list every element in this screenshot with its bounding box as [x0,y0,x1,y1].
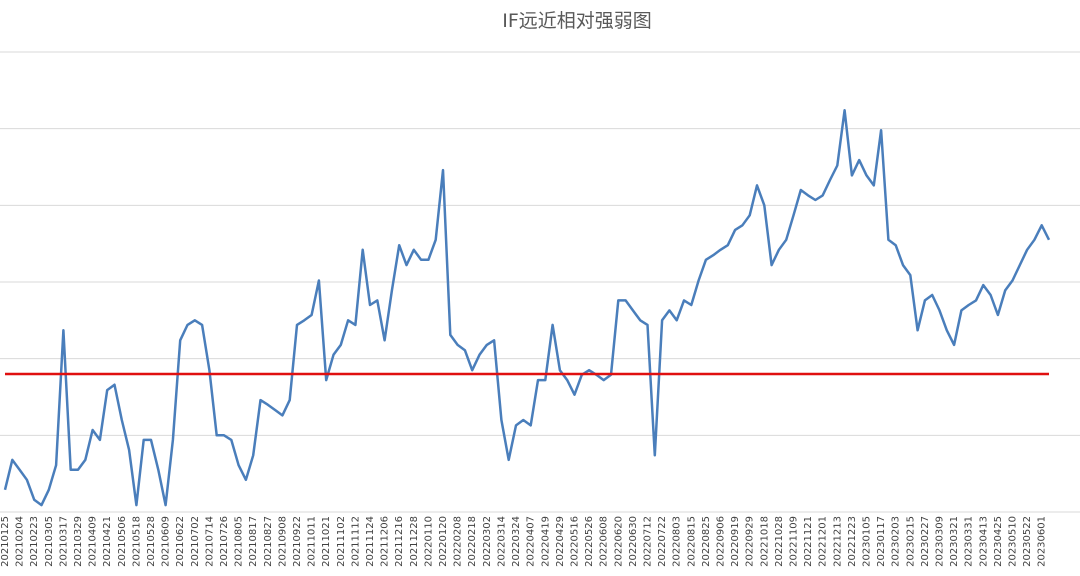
x-tick-label: 20221028 [774,516,785,567]
x-tick-label: 20220712 [642,516,653,567]
x-tick-label: 20210908 [277,516,288,567]
x-tick-label: 20230601 [1037,516,1048,567]
x-tick-label: 20220516 [569,516,580,567]
x-tick-label: 20211021 [321,516,332,567]
x-tick-label: 20220630 [628,516,639,567]
x-tick-label: 20211102 [336,516,347,567]
x-tick-label: 20211011 [307,516,318,567]
x-tick-label: 20220803 [672,516,683,567]
x-tick-label: 20230215 [905,516,916,567]
x-tick-label: 20210805 [234,516,245,567]
x-tick-label: 20230117 [876,516,887,567]
x-tick-label: 20220919 [730,516,741,567]
x-tick-label: 20220608 [599,516,610,567]
x-tick-label: 20220419 [540,516,551,567]
x-tick-label: 20220526 [584,516,595,567]
x-tick-label: 20210409 [88,516,99,567]
x-tick-label: 20230227 [920,516,931,567]
x-tick-label: 20210702 [190,516,201,567]
x-tick-label: 20220110 [423,516,434,567]
x-tick-label: 20210223 [29,516,40,567]
x-tick-label: 20210714 [204,516,215,567]
x-tick-label: 20210726 [219,516,230,567]
x-tick-label: 20221018 [759,516,770,567]
x-tick-label: 20230105 [861,516,872,567]
x-tick-label: 20210329 [73,516,84,567]
x-tick-label: 20211216 [394,516,405,567]
x-tick-label: 20220722 [657,516,668,567]
x-tick-label: 20220620 [613,516,624,567]
x-tick-label: 20221201 [818,516,829,567]
x-tick-label: 20210305 [44,516,55,567]
x-tick-label: 20210922 [292,516,303,567]
x-tick-label: 20210317 [58,516,69,567]
x-tick-label: 20220429 [555,516,566,567]
x-tick-label: 20230522 [1022,516,1033,567]
x-tick-label: 20210204 [15,516,26,567]
x-tick-label: 20210506 [117,516,128,567]
data-line [3,109,1051,507]
x-tick-label: 20220825 [701,516,712,567]
x-tick-label: 20210528 [146,516,157,567]
x-tick-label: 20221121 [803,516,814,567]
x-tick-label: 20220302 [482,516,493,567]
x-tick-label: 20230425 [993,516,1004,567]
x-tick-label: 20211206 [380,516,391,567]
x-tick-label: 20220208 [453,516,464,567]
x-tick-label: 20230203 [891,516,902,567]
x-tick-label: 20220218 [467,516,478,567]
x-tick-label: 20211124 [365,516,376,567]
x-tick-label: 20230309 [934,516,945,567]
x-tick-label: 20210817 [248,516,259,567]
x-tick-label: 20220815 [686,516,697,567]
x-tick-label: 20211228 [409,516,420,567]
x-tick-label: 20210125 [0,516,11,567]
x-tick-label: 20230331 [964,516,975,567]
x-tick-label: 20210421 [102,516,113,567]
x-tick-label: 20220906 [715,516,726,567]
x-tick-label: 20211112 [350,516,361,567]
x-tick-label: 20220407 [526,516,537,567]
chart-title: IF远近相对强弱图 [502,10,652,32]
x-tick-label: 20210609 [161,516,172,567]
x-tick-label: 20220324 [511,516,522,567]
x-tick-label: 20221213 [832,516,843,567]
x-tick-label: 20230510 [1007,516,1018,567]
x-tick-label: 20220120 [438,516,449,567]
x-tick-label: 20220314 [496,516,507,567]
x-tick-label: 20221223 [847,516,858,567]
x-tick-label: 20220929 [745,516,756,567]
x-tick-label: 20230321 [949,516,960,567]
x-tick-label: 20230413 [978,516,989,567]
x-tick-label: 20210622 [175,516,186,567]
x-tick-label: 20210827 [263,516,274,567]
x-tick-label: 20221109 [788,516,799,567]
x-tick-label: 20210518 [131,516,142,567]
